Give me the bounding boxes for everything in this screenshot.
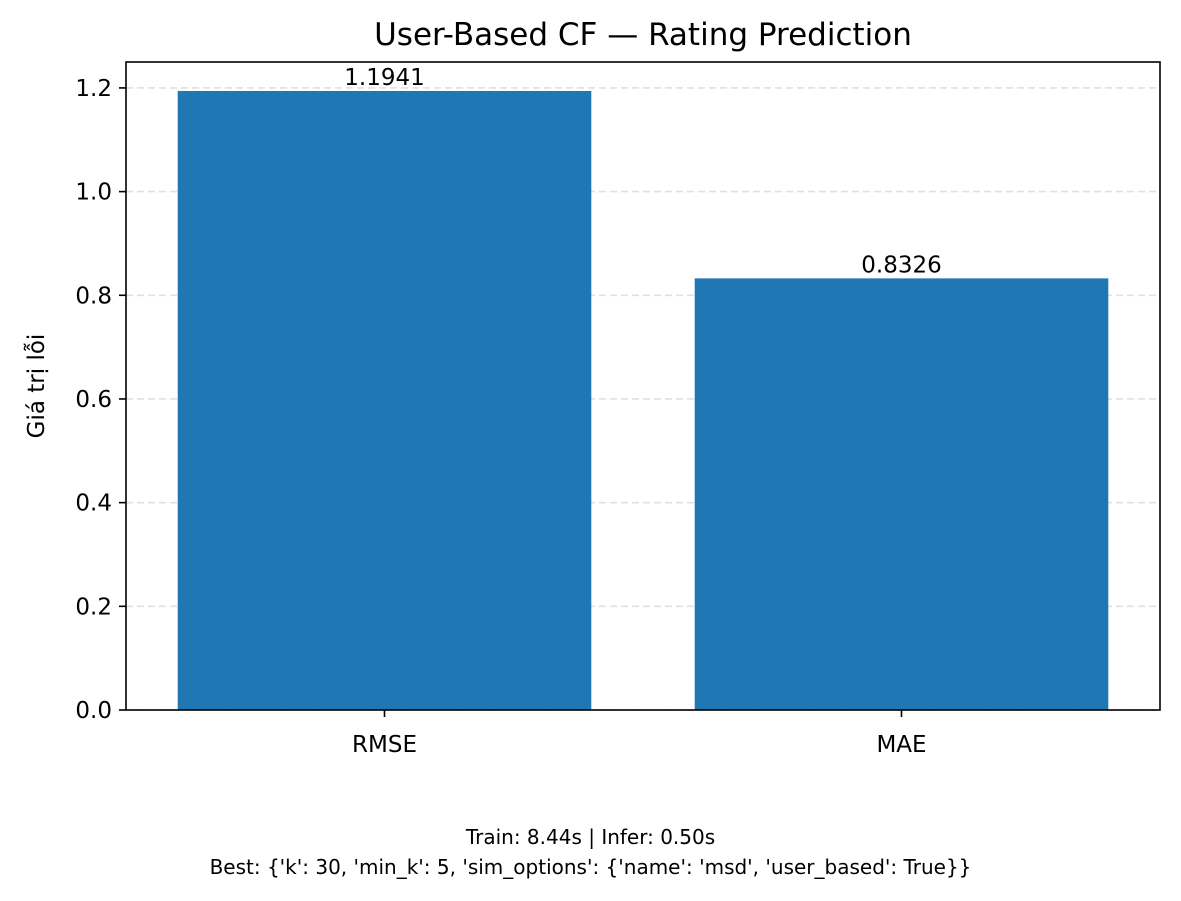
y-tick-label-1: 0.2 (75, 594, 112, 620)
y-tick-label-4: 0.8 (75, 283, 112, 309)
plot-frame (125, 61, 1161, 711)
axes: 0.0 0.2 0.4 0.6 0.8 1.0 1.2 RMSE MAE (75, 61, 1161, 758)
y-tick-label-3: 0.6 (75, 387, 112, 413)
x-tick-label-rmse: RMSE (352, 732, 417, 758)
bar-rmse (177, 90, 592, 710)
y-tick-label-0: 0.0 (75, 698, 112, 724)
y-tick-label-2: 0.4 (75, 491, 112, 517)
bars (177, 90, 1109, 710)
data-labels: 1.1941 0.8326 (344, 65, 941, 278)
data-label-rmse: 1.1941 (344, 65, 424, 91)
footnote-timing: Train: 8.44s | Infer: 0.50s (465, 825, 716, 849)
y-tick-label-5: 1.0 (75, 180, 112, 206)
data-label-mae: 0.8326 (861, 252, 941, 278)
chart-title: User-Based CF — Rating Prediction (374, 17, 912, 53)
y-axis-label: Giá trị lỗi (22, 334, 50, 439)
x-tick-label-mae: MAE (876, 732, 926, 758)
bar-chart: User-Based CF — Rating Prediction 1.1941… (22, 17, 1161, 758)
bar-mae (694, 278, 1109, 710)
footnote-best-params: Best: {'k': 30, 'min_k': 5, 'sim_options… (209, 855, 972, 879)
y-tick-label-6: 1.2 (75, 76, 112, 102)
